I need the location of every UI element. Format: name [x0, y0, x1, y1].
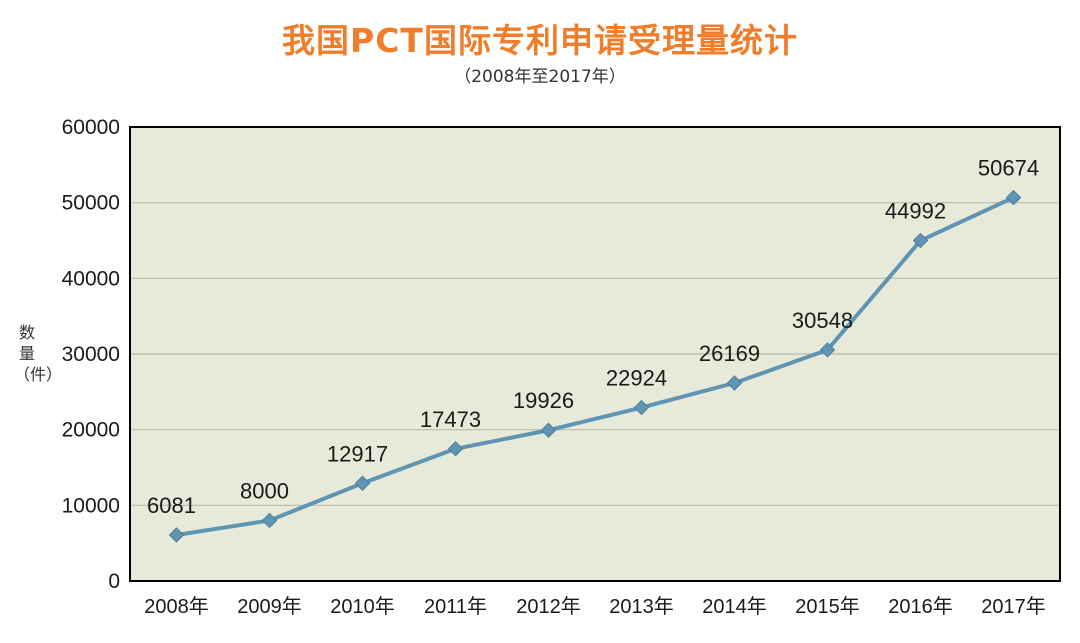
y-tick-label: 50000: [62, 192, 120, 215]
y-tick-label: 40000: [62, 267, 120, 290]
y-tick-label: 60000: [62, 116, 120, 139]
data-point-marker: [1005, 189, 1022, 206]
data-labels: 6081 8000 12917 17473 19926 22924 26169 30548 44…: [147, 156, 1039, 518]
data-point-marker: [447, 441, 464, 457]
data-point-marker: [540, 422, 557, 438]
y-tick-label: 30000: [62, 343, 120, 366]
y-tick-label: 20000: [62, 419, 120, 442]
data-point-marker: [633, 399, 650, 416]
chart-title: 我国PCT国际专利申请受理量统计: [282, 21, 798, 60]
x-tick-label: 2008年: [144, 595, 209, 618]
data-point-marker: [912, 232, 929, 249]
data-point-marker: [354, 475, 371, 491]
data-label: 19926: [513, 388, 574, 413]
x-tick-label: 2016年: [888, 595, 953, 618]
y-axis-ticks: 0 10000 20000 30000 40000 50000 60000: [62, 116, 120, 593]
x-tick-label: 2012年: [516, 595, 581, 618]
x-tick-label: 2010年: [330, 595, 395, 618]
x-tick-label: 2014年: [702, 595, 767, 618]
data-label: 26169: [699, 341, 760, 366]
x-axis-ticks: 2008年 2009年 2010年 2011年 2012年 2013年 2014年 2015年…: [144, 595, 1046, 618]
series-line: [176, 195, 1015, 537]
y-tick-label: 10000: [62, 494, 120, 517]
data-label: 50674: [978, 156, 1039, 181]
data-label: 6081: [147, 493, 196, 518]
chart-subtitle: （2008年至2017年）: [454, 67, 626, 87]
x-tick-label: 2017年: [981, 595, 1046, 618]
x-tick-label: 2011年: [424, 595, 487, 618]
data-label: 44992: [885, 199, 946, 224]
data-label: 22924: [606, 366, 667, 391]
data-point-marker: [261, 512, 278, 529]
x-tick-label: 2013年: [609, 595, 674, 618]
data-point-marker: [726, 375, 743, 391]
y-tick-label: 0: [108, 570, 120, 593]
data-label: 12917: [327, 441, 388, 466]
data-markers: [168, 189, 1022, 543]
gridlines: [130, 202, 1060, 506]
plot-frame: [129, 126, 1061, 582]
data-label: 8000: [240, 478, 289, 503]
x-tick-label: 2009年: [237, 595, 302, 618]
data-point-marker: [168, 527, 185, 543]
data-point-marker: [819, 342, 836, 358]
x-tick-label: 2015年: [795, 595, 860, 618]
data-label: 30548: [792, 308, 853, 333]
data-label: 17473: [420, 407, 481, 432]
